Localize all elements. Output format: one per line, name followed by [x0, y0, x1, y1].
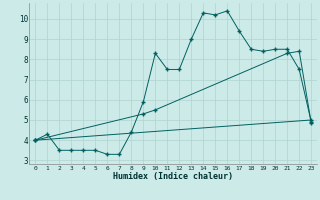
X-axis label: Humidex (Indice chaleur): Humidex (Indice chaleur) — [113, 172, 233, 181]
